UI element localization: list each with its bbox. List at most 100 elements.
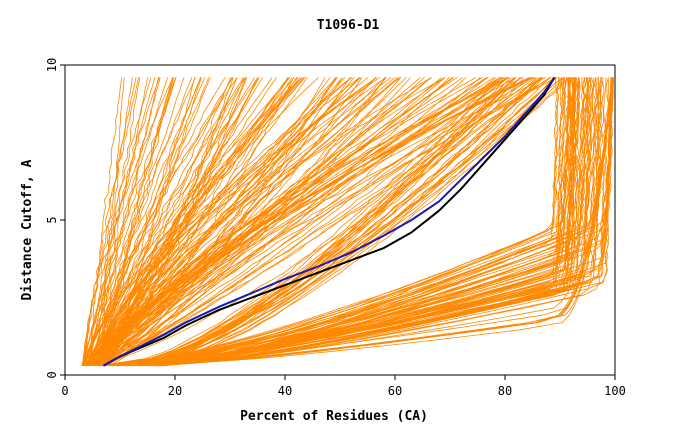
highlighted-model-curves — [103, 76, 556, 367]
model-curve — [151, 77, 596, 367]
model-curve — [101, 77, 289, 366]
model-curve — [84, 77, 202, 366]
model-curve — [97, 77, 306, 366]
model-curve — [154, 77, 588, 367]
model-curve — [84, 77, 159, 366]
model-curve — [104, 77, 174, 366]
model-curve — [148, 77, 572, 367]
model-curve — [99, 77, 141, 366]
model-curve — [84, 77, 446, 367]
model-curve — [130, 77, 597, 367]
model-curve — [115, 77, 510, 367]
highlight-series-line — [103, 76, 556, 367]
model-curve — [93, 77, 232, 366]
model-curve — [84, 77, 293, 367]
model-curve — [106, 77, 202, 366]
model-curve — [105, 77, 387, 366]
model-curve — [82, 77, 174, 366]
model-curve — [131, 77, 613, 367]
model-curve — [94, 77, 234, 366]
model-curve — [108, 77, 421, 366]
model-curve — [160, 77, 613, 367]
model-curve — [96, 77, 343, 367]
model-curve — [86, 77, 510, 366]
model-curve — [81, 77, 196, 366]
model-curve — [159, 77, 558, 367]
model-curve — [98, 77, 193, 366]
model-curve — [153, 77, 575, 367]
model-curve — [156, 77, 575, 367]
model-curve — [101, 77, 248, 367]
model-curve — [130, 77, 564, 367]
model-curve — [108, 77, 260, 366]
model-curve — [146, 77, 568, 367]
x-tick-label: 60 — [388, 384, 402, 398]
model-curve — [154, 77, 565, 367]
model-curve — [129, 77, 574, 367]
model-curve — [84, 77, 355, 367]
model-curve — [108, 77, 295, 366]
model-curve — [156, 77, 609, 367]
model-curve — [104, 77, 336, 367]
model-curve — [83, 77, 177, 366]
y-tick-label: 0 — [45, 371, 59, 378]
x-axis-ticks: 0 20 40 60 80 100 — [61, 375, 626, 398]
model-curve — [92, 77, 211, 366]
model-curve — [122, 77, 572, 367]
x-tick-label: 0 — [61, 384, 68, 398]
x-tick-label: 20 — [168, 384, 182, 398]
model-curve — [87, 77, 504, 367]
model-curve — [89, 77, 467, 367]
model-curve — [104, 77, 558, 367]
model-curve — [137, 77, 584, 367]
y-axis-ticks: 0 5 10 — [45, 58, 65, 379]
model-curve — [102, 77, 516, 367]
model-curve — [82, 77, 201, 366]
model-curve — [118, 77, 543, 367]
model-curve — [96, 77, 377, 366]
model-curve — [107, 77, 331, 366]
model-curve — [85, 77, 508, 367]
model-curve — [127, 77, 613, 367]
model-curve — [140, 77, 581, 367]
model-curve — [132, 77, 603, 367]
model-curve — [81, 77, 507, 367]
model-curve — [88, 77, 238, 366]
model-curve — [100, 77, 497, 367]
model-curve — [103, 77, 481, 367]
chart-title: T1096-D1 — [317, 18, 380, 33]
model-curve — [87, 77, 455, 366]
model-curve — [108, 77, 363, 367]
model-curve — [90, 77, 123, 366]
model-curve — [92, 77, 530, 366]
model-curve — [115, 77, 525, 367]
model-curve — [102, 77, 503, 367]
model-curve — [106, 77, 247, 366]
model-curve — [89, 77, 446, 366]
model-curve — [93, 77, 326, 367]
model-curve — [84, 77, 381, 366]
model-curve — [107, 77, 521, 367]
model-curve — [82, 77, 152, 366]
x-tick-label: 40 — [278, 384, 292, 398]
model-curve — [138, 77, 610, 367]
model-curve — [95, 77, 299, 366]
model-curve — [139, 77, 578, 367]
model-curve — [81, 77, 210, 366]
model-curve — [81, 77, 509, 366]
x-tick-label: 100 — [604, 384, 626, 398]
model-curve — [87, 77, 177, 366]
model-curve — [100, 77, 542, 367]
model-curve — [94, 77, 534, 366]
background-model-curves — [81, 77, 614, 367]
model-curve — [116, 77, 521, 367]
x-axis-label: Percent of Residues (CA) — [240, 409, 428, 424]
model-curve — [87, 77, 534, 367]
model-curve — [151, 77, 592, 367]
model-curve — [115, 77, 517, 367]
model-curve — [116, 77, 564, 367]
y-tick-label: 5 — [45, 216, 59, 223]
model-curve — [128, 77, 586, 367]
highlight-series-line — [103, 76, 556, 367]
model-curve — [86, 77, 338, 367]
